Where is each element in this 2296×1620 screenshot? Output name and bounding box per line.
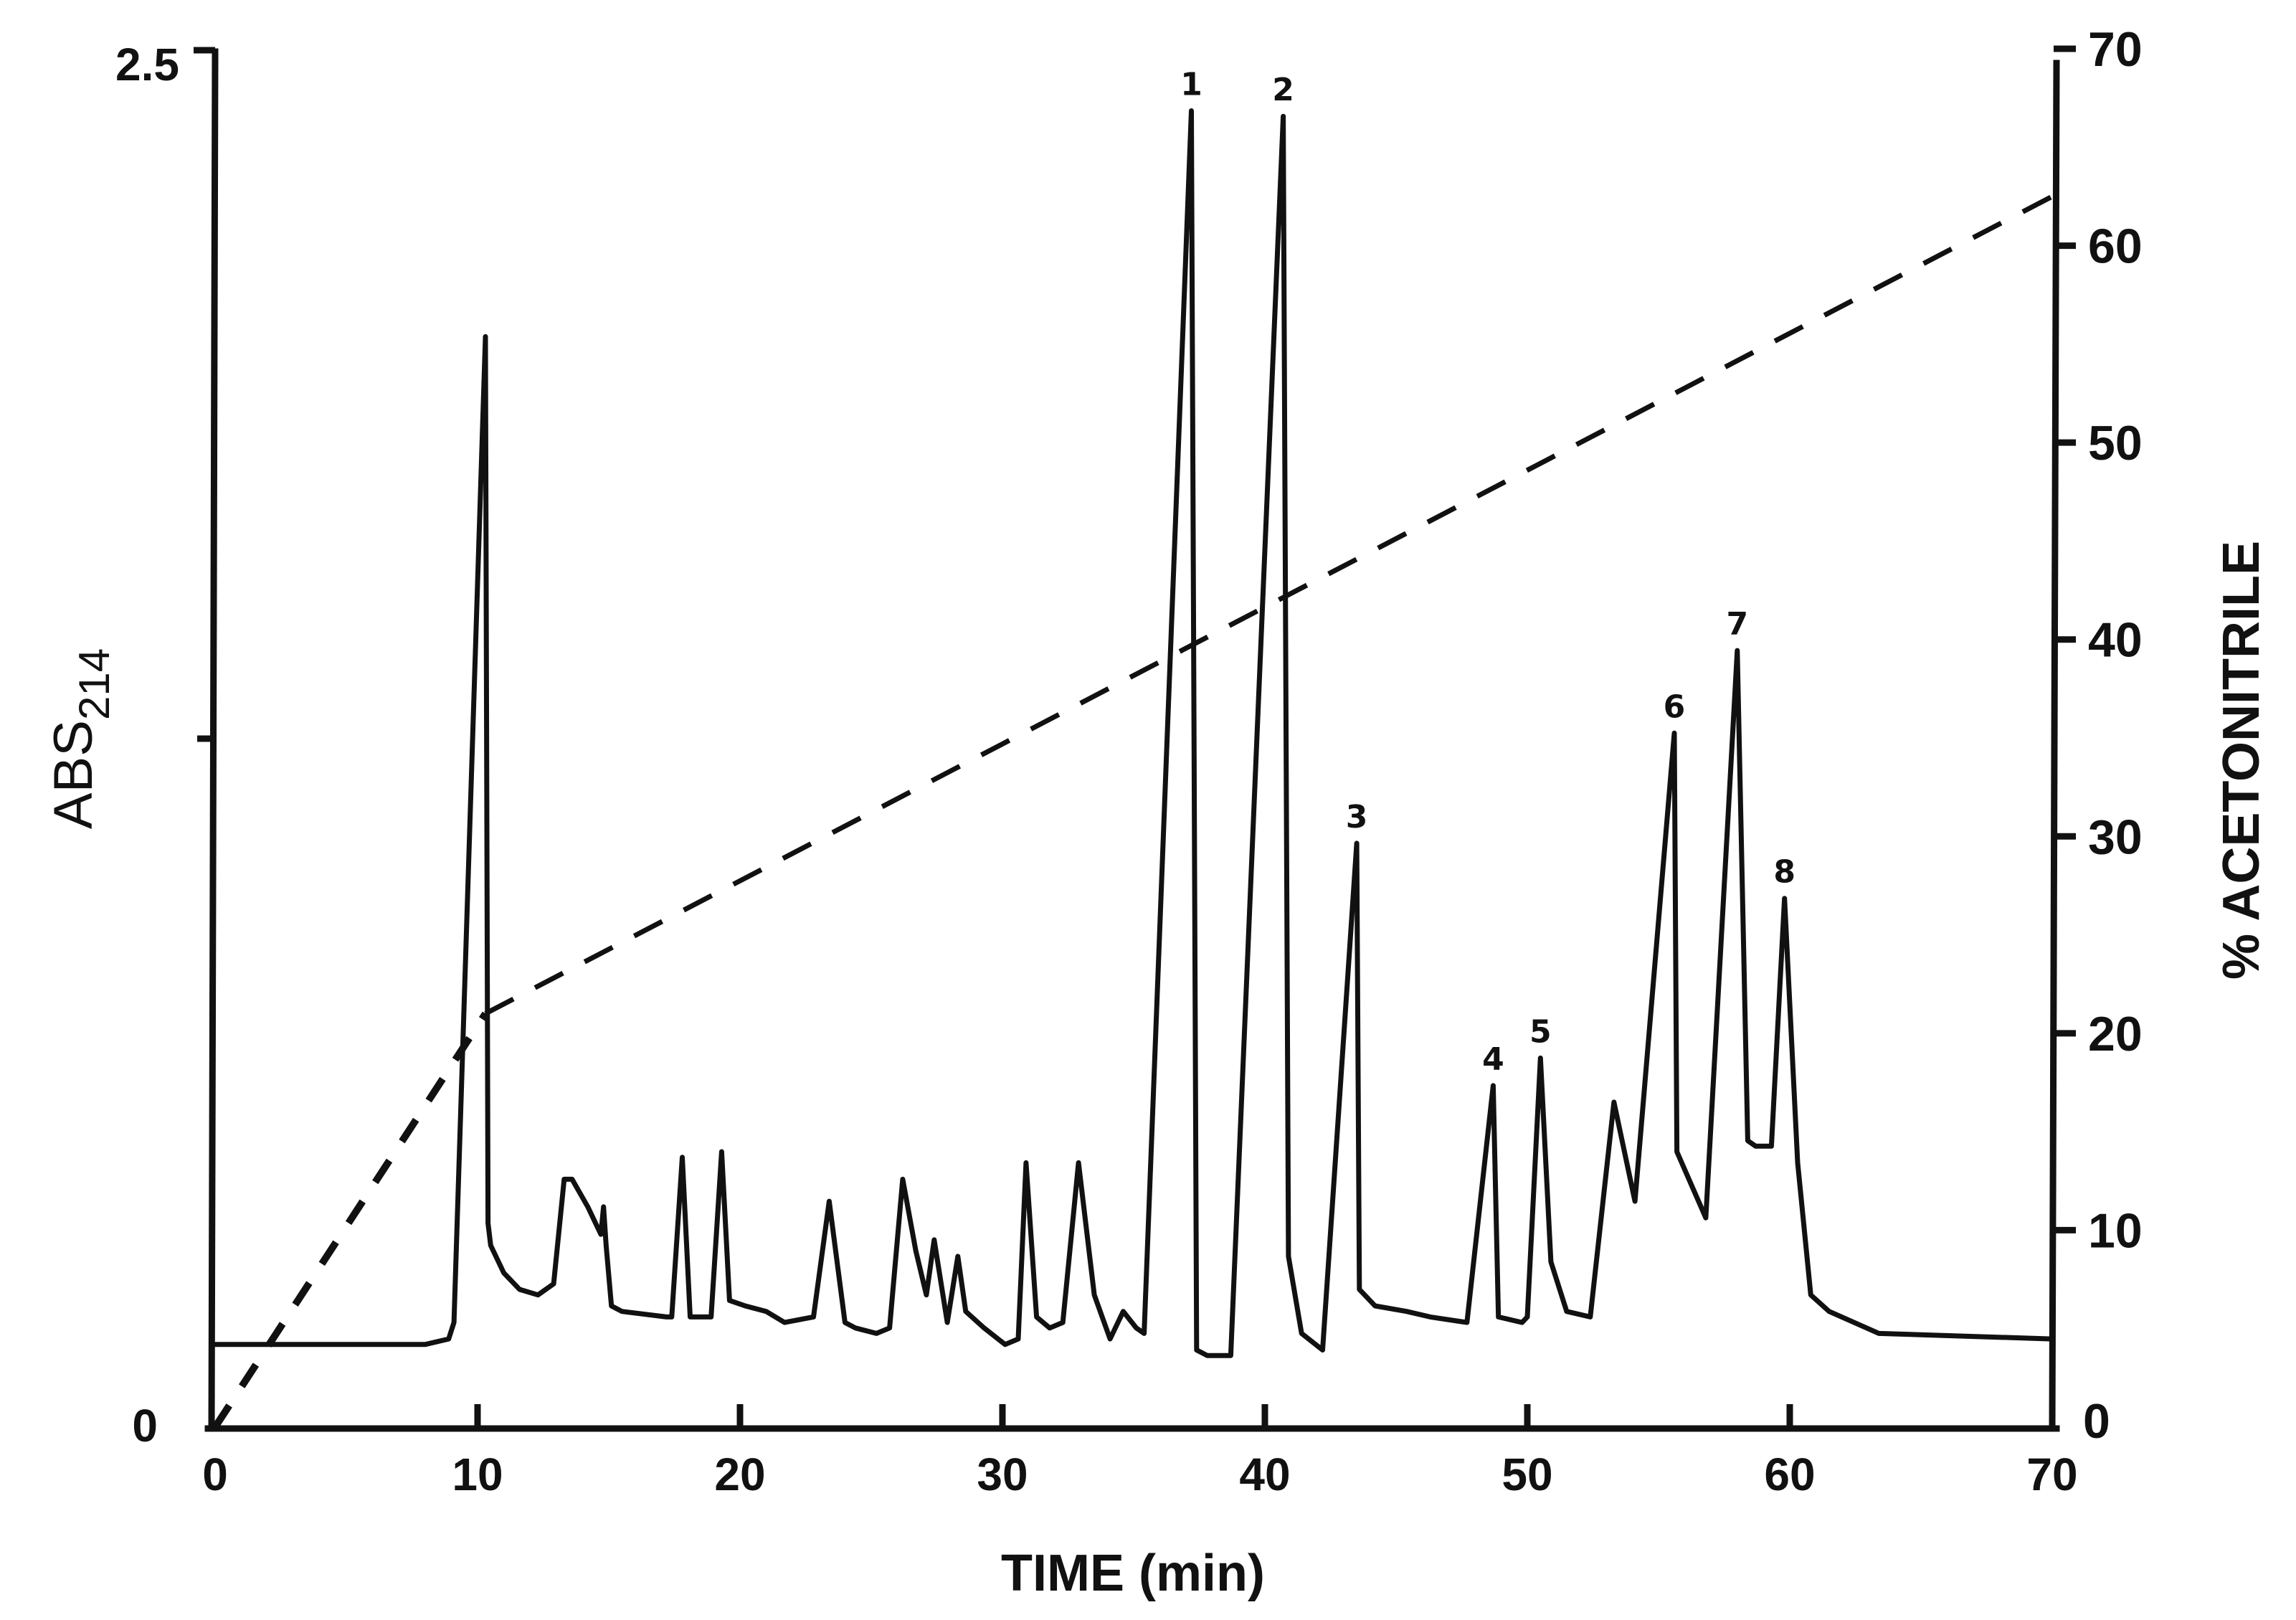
peak-labels: 1 2 3 45 6 7 8	[1180, 66, 1795, 1077]
x-tick-label: 10	[452, 1449, 503, 1500]
left-tick-label-zero: 0	[132, 1400, 158, 1451]
x-tick-label: 20	[714, 1449, 765, 1500]
right-axis-title: % ACETONITRILE	[2213, 541, 2270, 980]
right-tick-label: 30	[2088, 810, 2143, 864]
right-axis-ticks	[2054, 45, 2076, 1233]
x-axis-ticks	[474, 1404, 1793, 1429]
x-tick-label: 50	[1502, 1449, 1552, 1500]
svg-text:ABS214: ABS214	[43, 648, 118, 829]
left-tick-label-top: 2.5	[115, 39, 179, 90]
gradient-line	[484, 194, 2054, 1016]
left-axis-title-subscript: 214	[70, 648, 118, 720]
right-tick-label: 70	[2088, 22, 2143, 77]
peak-label-2: 2	[1272, 72, 1294, 108]
right-tick-label: 0	[2083, 1394, 2110, 1449]
gradient-line-initial	[212, 1011, 489, 1429]
x-tick-label: 70	[2026, 1449, 2077, 1500]
x-tick-label: 60	[1764, 1449, 1815, 1500]
peak-label-8: 8	[1773, 854, 1795, 891]
right-tick-label: 60	[2088, 219, 2143, 274]
peak-label-3: 3	[1346, 799, 1368, 835]
right-tick-label: 40	[2088, 613, 2143, 668]
left-axis-title-main: ABS	[43, 720, 104, 829]
right-axis-title-group: % ACETONITRILE	[2213, 541, 2270, 980]
right-y-axis	[2049, 60, 2060, 1432]
x-axis-title: TIME (min)	[1001, 1545, 1265, 1602]
right-tick-label: 10	[2088, 1203, 2143, 1258]
peak-label-4: 4	[1482, 1041, 1504, 1078]
peak-label-6: 6	[1664, 688, 1686, 725]
right-axis-tick-labels: 0 10 20 30 40 50 60 70	[2083, 22, 2143, 1449]
x-axis-tick-labels: 0 10 20 30 40 50 60 70	[202, 1449, 2077, 1500]
right-tick-label: 50	[2088, 416, 2143, 470]
x-tick-label: 0	[202, 1449, 228, 1500]
peak-label-5: 5	[1529, 1013, 1552, 1050]
left-axis-title: ABS214	[43, 648, 118, 829]
absorbance-trace	[212, 108, 2055, 1358]
peak-label-1: 1	[1180, 66, 1202, 103]
x-tick-label: 40	[1239, 1449, 1290, 1500]
right-tick-label: 20	[2088, 1007, 2143, 1061]
peak-label-7: 7	[1726, 606, 1748, 643]
x-tick-label: 30	[977, 1449, 1028, 1500]
